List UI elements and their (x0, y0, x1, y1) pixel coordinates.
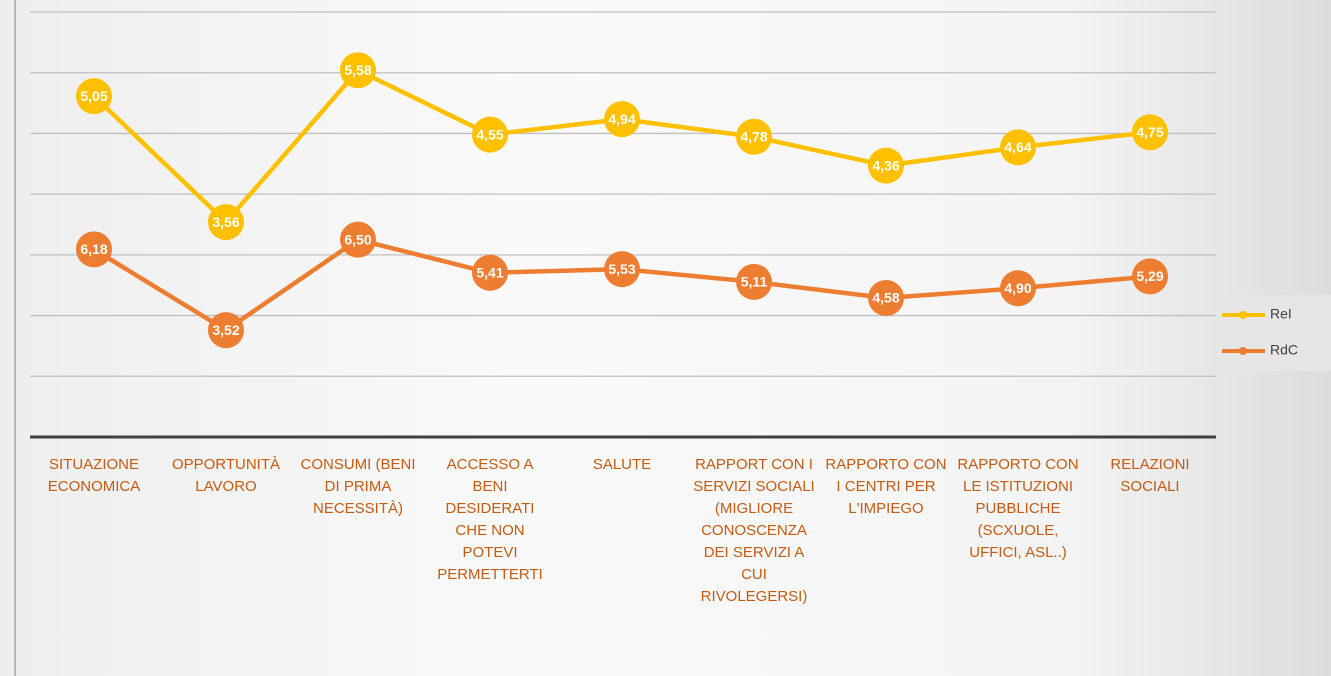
data-label: 4,58 (872, 290, 899, 306)
data-label: 5,41 (476, 264, 503, 280)
data-label: 4,75 (1136, 124, 1163, 140)
data-point (1000, 270, 1036, 307)
data-label: 6,18 (80, 241, 107, 257)
data-label: 5,11 (741, 274, 768, 290)
data-point (472, 116, 508, 153)
data-label: 3,56 (212, 214, 239, 230)
data-point (208, 312, 244, 349)
x-tick-label: RAPPORTO CON I CENTRI PER L'IMPIEGO (825, 456, 947, 517)
data-point (76, 78, 112, 115)
x-tick-label: ACCESSO A BENI DESIDERATI CHE NON POTEVI… (437, 456, 543, 583)
data-point (736, 263, 772, 300)
data-label: 4,64 (1004, 139, 1031, 155)
data-label: 3,52 (212, 322, 239, 338)
x-tick-label: RAPPORT CON I SERVIZI SOCIALI (MIGLIORE … (693, 456, 815, 605)
data-label: 4,90 (1004, 280, 1031, 296)
data-point (208, 204, 244, 241)
x-tick-label: SITUAZIONE ECONOMICA (47, 456, 141, 495)
data-point (868, 279, 904, 316)
data-label: 5,53 (608, 261, 635, 277)
x-tick-label: OPPORTUNITÀ LAVORO (171, 456, 281, 495)
data-label: 5,29 (1136, 268, 1163, 284)
data-point (340, 52, 376, 89)
x-tick-label: RAPPORTO CON LE ISTITUZIONI PUBBLICHE (S… (957, 456, 1079, 561)
data-point (472, 254, 508, 291)
legend-label: RdC (1270, 342, 1298, 358)
series-line (92, 68, 1151, 225)
legend-marker (1239, 311, 1247, 319)
data-label: 4,94 (608, 111, 635, 127)
data-label: 4,36 (872, 157, 899, 173)
legend-label: ReI (1270, 306, 1292, 322)
x-tick-label: RELAZIONI SOCIALI (1110, 456, 1190, 495)
data-point (1132, 258, 1168, 295)
data-point (604, 101, 640, 138)
data-point (340, 221, 376, 258)
data-point (868, 147, 904, 184)
legend-marker (1239, 347, 1247, 355)
legend-box (1213, 295, 1331, 371)
data-label: 4,55 (476, 126, 503, 142)
x-tick-label: CONSUMI (BENI DI PRIMA NECESSITÀ) (300, 456, 416, 517)
data-label: 5,58 (344, 62, 371, 78)
data-point (736, 118, 772, 155)
data-point (76, 231, 112, 268)
data-point (604, 251, 640, 288)
data-label: 5,05 (80, 88, 107, 104)
data-point (1000, 129, 1036, 166)
data-point (1132, 114, 1168, 151)
data-label: 4,78 (740, 128, 767, 144)
data-label: 6,50 (344, 231, 371, 247)
x-tick-label: SALUTE (592, 456, 652, 473)
